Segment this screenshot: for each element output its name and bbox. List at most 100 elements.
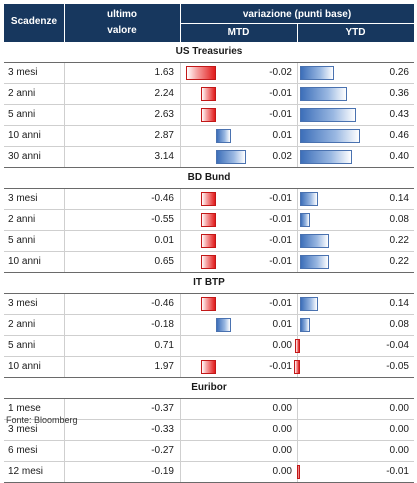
cell-mtd: 0.00	[272, 424, 292, 435]
column-separator	[180, 189, 181, 209]
column-separator	[64, 63, 65, 83]
column-separator	[64, 294, 65, 314]
mtd-bar	[201, 360, 216, 374]
cell-scadenza: 30 anni	[8, 151, 41, 162]
column-separator	[297, 189, 298, 209]
table-row: 12 mesi -0.19 0.00 -0.01	[4, 462, 414, 483]
cell-scadenza: 2 anni	[8, 88, 36, 99]
column-separator	[180, 63, 181, 83]
table-header: Scadenze ultimo valore variazione (punti…	[4, 4, 414, 42]
cell-ytd: 0.36	[389, 88, 409, 99]
cell-mtd: 0.02	[272, 151, 292, 162]
cell-scadenza: 3 mesi	[8, 67, 38, 78]
section-title: US Treasuries	[4, 42, 414, 63]
header-ytd: YTD	[345, 27, 366, 38]
column-separator	[297, 147, 298, 167]
cell-mtd: -0.01	[269, 214, 292, 225]
table-row: 5 anni 0.71 0.00 -0.04	[4, 336, 414, 357]
column-separator	[180, 357, 181, 377]
column-separator	[64, 231, 65, 251]
header-mtd: MTD	[227, 27, 250, 38]
column-separator	[297, 252, 298, 272]
section-title: Euribor	[4, 378, 414, 399]
cell-valore: 0.71	[154, 340, 174, 351]
column-separator	[180, 231, 181, 251]
cell-scadenza: 2 anni	[8, 319, 36, 330]
column-separator	[180, 399, 181, 419]
cell-valore: -0.46	[151, 193, 174, 204]
column-separator	[64, 399, 65, 419]
column-separator	[297, 210, 298, 230]
cell-mtd: -0.01	[269, 298, 292, 309]
cell-ytd: 0.00	[389, 445, 409, 456]
column-separator	[180, 315, 181, 335]
cell-ytd: 0.08	[389, 319, 409, 330]
table-row: 5 anni 0.01 -0.01 0.22	[4, 231, 414, 252]
column-separator	[297, 315, 298, 335]
table-row: 1 mese -0.37 0.00 0.00	[4, 399, 414, 420]
mtd-bar	[201, 255, 216, 269]
column-separator	[180, 105, 181, 125]
cell-scadenza: 10 anni	[8, 130, 41, 141]
header-scadenze: Scadenze	[10, 16, 58, 27]
table-row: 10 anni 0.65 -0.01 0.22	[4, 252, 414, 273]
mtd-bar	[216, 318, 231, 332]
column-separator	[297, 63, 298, 83]
cell-mtd: 0.00	[272, 403, 292, 414]
mtd-bar	[216, 129, 231, 143]
cell-ytd: -0.05	[386, 361, 409, 372]
cell-ytd: 0.43	[389, 109, 409, 120]
table-row: 3 mesi 1.63 -0.02 0.26	[4, 63, 414, 84]
column-separator	[64, 147, 65, 167]
table-row: 5 anni 2.63 -0.01 0.43	[4, 105, 414, 126]
column-separator	[180, 126, 181, 146]
cell-valore: -0.27	[151, 445, 174, 456]
column-separator	[64, 105, 65, 125]
cell-scadenza: 5 anni	[8, 109, 36, 120]
cell-valore: 2.63	[154, 109, 174, 120]
table-row: 2 anni -0.55 -0.01 0.08	[4, 210, 414, 231]
cell-scadenza: 3 mesi	[8, 193, 38, 204]
table-row: 10 anni 1.97 -0.01 -0.05	[4, 357, 414, 378]
ytd-bar	[300, 129, 360, 143]
column-separator	[297, 399, 298, 419]
mtd-bar	[201, 234, 216, 248]
cell-valore: 0.65	[154, 256, 174, 267]
cell-valore: 0.01	[154, 235, 174, 246]
column-separator	[64, 126, 65, 146]
ytd-bar	[300, 213, 311, 227]
mtd-bar	[201, 213, 216, 227]
mtd-bar	[201, 192, 216, 206]
cell-mtd: -0.01	[269, 193, 292, 204]
table-row: 6 mesi -0.27 0.00 0.00	[4, 441, 414, 462]
cell-valore: -0.37	[151, 403, 174, 414]
column-separator	[297, 126, 298, 146]
ytd-bar	[293, 360, 300, 374]
cell-ytd: 0.14	[389, 298, 409, 309]
column-separator	[180, 147, 181, 167]
header-variazione: variazione (punti base)	[242, 9, 352, 20]
header-ultimo: ultimo	[107, 9, 137, 20]
cell-valore: -0.46	[151, 298, 174, 309]
cell-ytd: 0.22	[389, 235, 409, 246]
table-row: 2 anni -0.18 0.01 0.08	[4, 315, 414, 336]
ytd-bar	[300, 66, 334, 80]
rates-table: Scadenze ultimo valore variazione (punti…	[4, 4, 414, 483]
header-valore: valore	[107, 25, 137, 36]
column-separator	[180, 210, 181, 230]
cell-mtd: -0.02	[269, 67, 292, 78]
cell-mtd: -0.01	[269, 256, 292, 267]
column-separator	[180, 336, 181, 356]
cell-ytd: 0.40	[389, 151, 409, 162]
cell-scadenza: 2 anni	[8, 214, 36, 225]
column-separator	[180, 294, 181, 314]
column-separator	[297, 231, 298, 251]
cell-ytd: 0.08	[389, 214, 409, 225]
cell-scadenza: 10 anni	[8, 256, 41, 267]
column-separator	[64, 210, 65, 230]
cell-mtd: -0.01	[269, 88, 292, 99]
section-title: BD Bund	[4, 168, 414, 189]
mtd-bar	[186, 66, 216, 80]
table-row: 10 anni 2.87 0.01 0.46	[4, 126, 414, 147]
cell-scadenza: 5 anni	[8, 235, 36, 246]
